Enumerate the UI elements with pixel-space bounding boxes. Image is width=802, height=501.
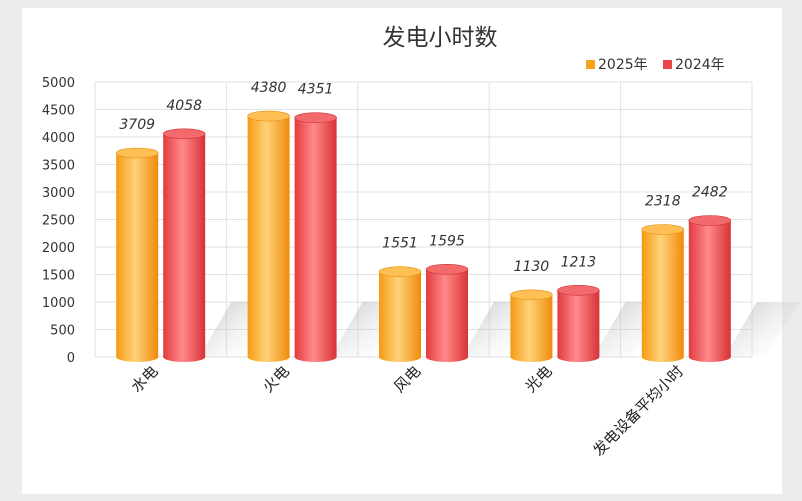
x-tick-label: 火电	[259, 362, 293, 396]
bar-base	[163, 352, 206, 362]
legend-swatch	[586, 60, 595, 69]
legend: 2025年 2024年	[586, 57, 725, 73]
bar-cap	[378, 266, 422, 277]
bar-cap	[557, 284, 600, 296]
data-label: 3709	[119, 117, 155, 133]
y-tick-label: 3000	[42, 186, 75, 201]
bar-base	[557, 352, 600, 362]
y-tick-label: 4000	[42, 131, 75, 146]
data-label: 1130	[514, 259, 550, 275]
bar-cap	[115, 147, 159, 159]
y-axis: 0 500 1000 1500 2000 2500 3000 3500 4000 4500 5000	[42, 76, 75, 366]
chart-title: 发电小时数	[383, 25, 498, 51]
bar-cap	[688, 215, 732, 226]
bar-base	[116, 352, 159, 362]
bar-cap	[425, 263, 469, 275]
data-label: 4380	[251, 80, 287, 96]
y-tick-label: 500	[50, 324, 75, 339]
bar-base	[641, 352, 684, 362]
x-tick-label: 水电	[128, 362, 162, 396]
y-tick-label: 2000	[42, 241, 75, 256]
bar-base	[379, 352, 421, 362]
bar	[116, 153, 159, 357]
data-label: 4058	[166, 98, 202, 114]
bar-base	[426, 352, 468, 362]
bar	[641, 229, 684, 357]
legend-swatch	[663, 60, 672, 69]
data-label: 4351	[298, 82, 334, 98]
bar-cap	[247, 110, 290, 122]
y-tick-label: 4500	[42, 104, 75, 119]
bar-cap	[641, 224, 685, 235]
bar-shadow	[724, 302, 801, 357]
bar-cap	[162, 128, 206, 140]
bar-cap	[510, 289, 553, 301]
legend-label: 2025年	[598, 57, 648, 73]
x-tick-label: 风电	[390, 362, 424, 396]
y-tick-label: 5000	[42, 76, 75, 91]
y-tick-label: 3500	[42, 159, 75, 174]
bar-cap	[294, 112, 337, 123]
bar	[510, 294, 553, 357]
bar	[379, 271, 421, 357]
x-tick-label: 光电	[522, 362, 556, 396]
bar	[688, 220, 731, 357]
data-label: 1595	[429, 233, 465, 249]
x-axis: 水电 火电 风电 光电 发电设备平均小时	[128, 362, 688, 460]
data-label: 2318	[645, 194, 681, 210]
bar	[163, 133, 206, 357]
y-tick-label: 1500	[42, 269, 75, 284]
bar-base	[247, 352, 290, 362]
bars	[115, 110, 732, 362]
y-tick-label: 2500	[42, 214, 75, 229]
legend-label: 2024年	[675, 57, 725, 73]
bar-base	[688, 352, 731, 362]
data-labels: 3709 4058 4380 4351 1551 1595 1130 1213 2318 2482	[119, 80, 727, 275]
data-label: 1551	[382, 236, 418, 252]
y-tick-label: 0	[67, 351, 75, 366]
data-label: 1213	[561, 254, 597, 270]
bar-base	[294, 352, 337, 362]
y-tick-label: 1000	[42, 296, 75, 311]
bar	[557, 290, 600, 357]
x-tick-label: 发电设备平均小时	[590, 362, 688, 460]
data-label: 2482	[692, 184, 728, 200]
bar	[294, 117, 337, 357]
bar-base	[510, 352, 553, 362]
bar	[426, 269, 468, 357]
bar	[247, 116, 290, 357]
